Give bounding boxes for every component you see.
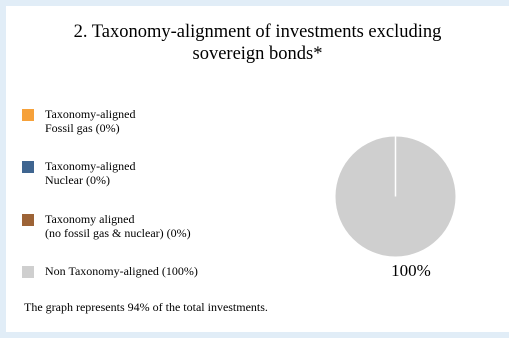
legend-swatch-no-fossil-gas-nuclear <box>22 214 34 226</box>
legend-label-nuclear-line-2: Nuclear (0%) <box>45 173 110 187</box>
legend-item-nuclear: Taxonomy-aligned Nuclear (0%) <box>22 159 135 187</box>
legend-label-nuclear: Taxonomy-aligned Nuclear (0%) <box>45 159 135 187</box>
chart-title: 2. Taxonomy-alignment of investments exc… <box>6 21 509 65</box>
chart-title-line-2: sovereign bonds* <box>192 44 323 64</box>
chart-panel: 2. Taxonomy-alignment of investments exc… <box>6 6 509 332</box>
legend-swatch-fossil-gas <box>22 109 34 121</box>
footnote: The graph represents 94% of the total in… <box>24 300 268 314</box>
chart-title-line-1: 2. Taxonomy-alignment of investments exc… <box>73 22 442 42</box>
legend-item-non-aligned: Non Taxonomy-aligned (100%) <box>22 264 198 278</box>
legend-swatch-nuclear <box>22 161 34 173</box>
legend-label-fossil-gas-line-1: Taxonomy-aligned <box>45 107 136 121</box>
legend-swatch-non-aligned <box>22 266 34 278</box>
pie-chart <box>335 136 456 257</box>
legend-label-no-fossil-gas-nuclear-line-2: (no fossil gas & nuclear) (0%) <box>45 226 191 240</box>
legend-label-no-fossil-gas-nuclear: Taxonomy aligned (no fossil gas & nuclea… <box>45 212 191 240</box>
legend-item-no-fossil-gas-nuclear: Taxonomy aligned (no fossil gas & nuclea… <box>22 212 191 240</box>
pie-data-label: 100% <box>391 261 431 280</box>
legend-label-fossil-gas-line-2: Fossil gas (0%) <box>45 121 120 135</box>
legend-label-non-aligned: Non Taxonomy-aligned (100%) <box>45 264 198 278</box>
legend-item-fossil-gas: Taxonomy-aligned Fossil gas (0%) <box>22 107 135 135</box>
legend-label-fossil-gas: Taxonomy-aligned Fossil gas (0%) <box>45 107 135 135</box>
legend-label-no-fossil-gas-nuclear-line-1: Taxonomy aligned <box>45 212 135 226</box>
legend-label-nuclear-line-1: Taxonomy-aligned <box>45 159 136 173</box>
legend-label-non-aligned-line-1: Non Taxonomy-aligned (100%) <box>45 264 198 278</box>
